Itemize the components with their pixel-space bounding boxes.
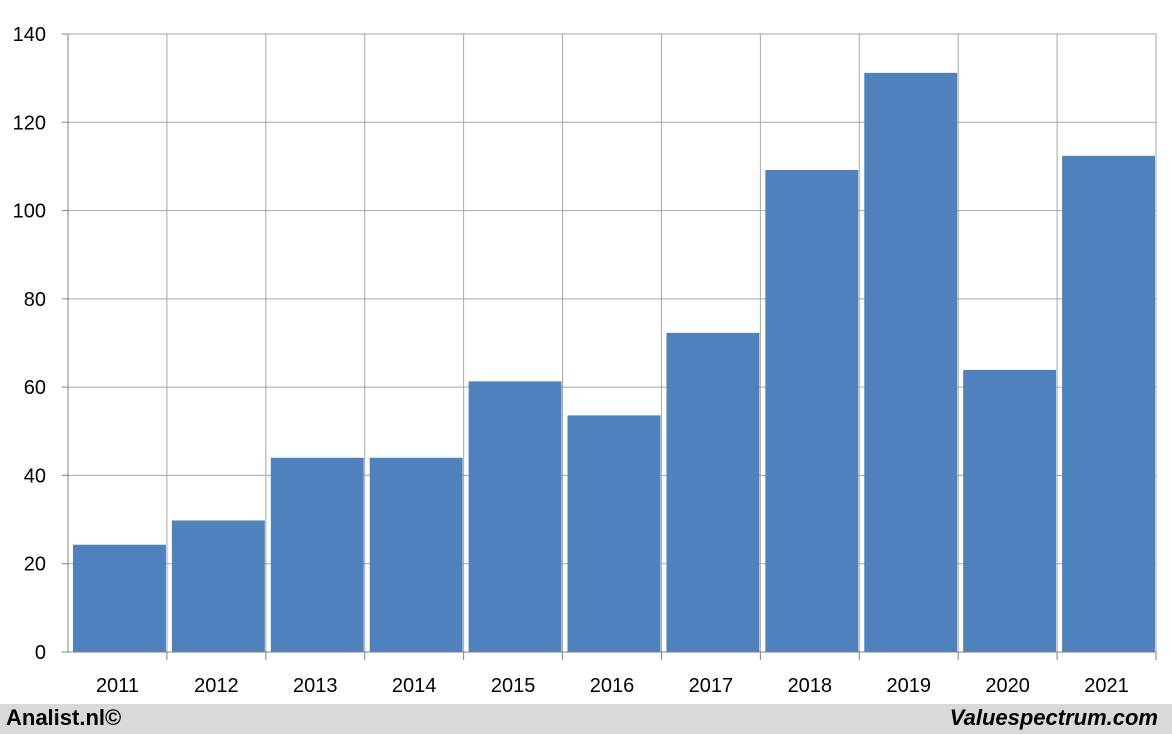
bar-2012 xyxy=(171,520,265,652)
bar-2020 xyxy=(963,369,1057,652)
bar-2015 xyxy=(468,381,562,652)
bar-2016 xyxy=(567,415,661,652)
x-tick-label: 2014 xyxy=(392,675,437,697)
bar-2013 xyxy=(270,457,364,652)
x-tick-label: 2013 xyxy=(293,675,338,697)
x-tick-label: 2018 xyxy=(788,675,833,697)
y-tick-label: 140 xyxy=(13,24,46,46)
source-credit-left: Analist.nl© xyxy=(6,705,122,730)
axes xyxy=(62,33,1157,660)
y-tick-label: 120 xyxy=(13,112,46,134)
x-tick-label: 2019 xyxy=(886,675,931,697)
y-tick-label: 100 xyxy=(13,201,46,223)
x-tick-label: 2021 xyxy=(1084,675,1129,697)
x-tick-label: 2017 xyxy=(689,675,734,697)
bar-2019 xyxy=(864,72,958,653)
x-tick-labels: 2011 2012 2013 2014 2015 2016 2017 2018 2019 2020… xyxy=(96,675,1129,697)
y-tick-label: 0 xyxy=(35,642,46,664)
footer-bar: Analist.nl© Valuespectrum.com xyxy=(0,704,1172,734)
bar-2021 xyxy=(1062,155,1155,652)
bars xyxy=(73,72,1155,653)
y-tick-labels: 0 20 40 60 80 100 120 140 xyxy=(13,24,46,664)
grid-lines xyxy=(68,33,1157,652)
bar-2011 xyxy=(73,544,166,652)
x-tick-label: 2016 xyxy=(590,675,635,697)
x-tick-label: 2011 xyxy=(96,675,139,697)
bar-2017 xyxy=(666,332,760,652)
chart-area: 0 20 40 60 80 100 120 140 2011 2012 2013 2014 2015 2… xyxy=(0,0,1172,704)
y-tick-label: 80 xyxy=(24,289,46,311)
x-tick-label: 2015 xyxy=(491,675,536,697)
x-tick-label: 2012 xyxy=(194,675,239,697)
bar-2018 xyxy=(765,169,859,652)
bar-2014 xyxy=(369,457,463,652)
y-tick-label: 60 xyxy=(24,377,46,399)
source-credit-right: Valuespectrum.com xyxy=(949,705,1158,730)
y-tick-label: 20 xyxy=(24,554,46,576)
y-tick-label: 40 xyxy=(24,465,46,487)
x-tick-label: 2020 xyxy=(985,675,1030,697)
